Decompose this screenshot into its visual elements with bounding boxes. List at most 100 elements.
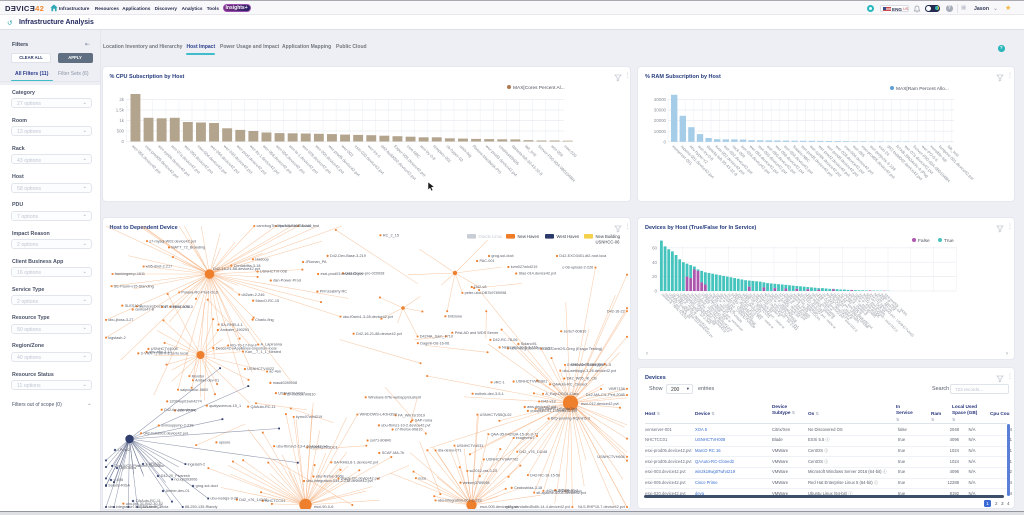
svg-text:kvm027wh4219: kvm027wh4219	[510, 265, 537, 269]
svg-text:s2004up01wh4274: s2004up01wh4274	[169, 400, 201, 404]
svg-text:qualysvemos-15_1: qualysvemos-15_1	[209, 404, 241, 408]
svg-text:c-08-upload-2-226: c-08-upload-2-226	[562, 266, 593, 270]
svg-text:2-VRA-71-80-0-8.zerto.local: 2-VRA-71-80-0-8.zerto.local	[140, 352, 187, 356]
svg-text:88-250-135-Riandy: 88-250-135-Riandy	[184, 505, 217, 509]
svg-text:sfl-apache-8008.device42.pvt: sfl-apache-8008.device42.pvt	[536, 491, 587, 495]
svg-text:ingelash-2: ingelash-2	[187, 462, 205, 466]
svg-text:i-Prod2: i-Prod2	[117, 448, 129, 452]
svg-text:D42-20_Pivaresh: D42-20_Pivaresh	[160, 474, 189, 478]
svg-text:USNHCTVWEB01: USNHCTVWEB01	[516, 380, 547, 384]
svg-text:d42-06-01-1: d42-06-01-1	[557, 488, 578, 492]
svg-text:QAAuto-RC2: QAAuto-RC2	[139, 505, 161, 509]
svg-text:ubu-filerR01@gildeTest: ubu-filerR01@gildeTest	[537, 407, 577, 411]
svg-text:ubu-jboss-3-27: ubu-jboss-3-27	[108, 318, 133, 322]
svg-text:1k: 1k	[119, 118, 124, 123]
svg-text:PAC-001: PAC-001	[479, 259, 494, 263]
svg-text:40: 40	[652, 260, 657, 265]
svg-text:SLES10-2: SLES10-2	[124, 304, 141, 308]
svg-text:Stas-014.device42.pvt: Stas-014.device42.pvt	[518, 272, 557, 276]
svg-text:esxi-90-0-6: esxi-90-0-6	[177, 409, 196, 413]
svg-text:opentlason-2-3-140: opentlason-2-3-140	[278, 224, 311, 228]
svg-text:D42-16-00-Bragge: D42-16-00-Bragge	[571, 362, 602, 366]
svg-text:esxi-029: esxi-029	[563, 144, 578, 159]
svg-text:d42win-2-246: d42win-2-246	[241, 293, 264, 297]
svg-text:Deace42-xAppliance-snpsman-loc: Deace42-xAppliance-snpsman-local	[215, 346, 276, 350]
svg-text:peter-ubu-DB7k9789098: peter-ubu-DB7k9789098	[464, 291, 506, 295]
svg-text:Amber-dev-01: Amber-dev-01	[165, 489, 189, 493]
svg-text:FA_Win7sr2019: FA_Win7sr2019	[398, 414, 425, 418]
svg-text:sol71-80840: sol71-80840	[370, 439, 391, 443]
svg-text:D42-CentOS-Greg (Exago Testing: D42-CentOS-Greg (Exago Testing)	[543, 347, 603, 351]
svg-text:D42-v13: D42-v13	[541, 400, 555, 404]
svg-text:10000: 10000	[654, 129, 667, 134]
svg-text:D42-EXO3401.dt2-root.loca: D42-EXO3401.dt2-root.loca	[559, 254, 607, 258]
svg-text:D42_v76_14148: D42_v76_14148	[519, 450, 547, 454]
svg-text:D42-Demo-pro-020928: D42-Demo-pro-020928	[345, 271, 384, 275]
svg-text:greg-sandalled5x8h-14-4.device: greg-sandalled5x8h-14-4.device42.pvt	[505, 505, 571, 509]
svg-text:cranpsim-91-1.device42.pvt: cranpsim-91-1.device42.pvt	[530, 409, 578, 413]
svg-text:QAA-35-F42/QA-15-30-3-77: QAA-35-F42/QA-15-30-3-77	[490, 432, 538, 436]
svg-text:SAP-roma: SAP-roma	[414, 419, 432, 423]
svg-text:40000: 40000	[654, 97, 667, 102]
svg-text:QAAuto-RC-11: QAAuto-RC-11	[135, 499, 160, 503]
svg-text:D42-16-21-88.device42.pvt: D42-16-21-88.device42.pvt	[356, 332, 403, 336]
svg-text:Oracle Linux: Oracle Linux	[478, 234, 502, 239]
svg-text:ubu-nodejs-3-28: ubu-nodejs-3-28	[210, 497, 238, 501]
svg-text:New Haven: New Haven	[517, 234, 539, 239]
svg-text:USNHCTV5DC1: USNHCTV5DC1	[309, 446, 337, 450]
svg-text:Ambaler_190291: Ambaler_190291	[220, 328, 249, 332]
svg-text:RC_2_15: RC_2_15	[382, 234, 398, 238]
svg-text:Poiana-RC-Prod-OLD: Poiana-RC-Prod-OLD	[181, 291, 218, 295]
svg-text:BIQ-pooring-RQmin5-3: BIQ-pooring-RQmin5-3	[551, 417, 590, 421]
svg-text:aws.device42.pvt: aws.device42.pvt	[527, 405, 557, 409]
svg-text:0: 0	[664, 139, 667, 144]
svg-text:ubu-integration-001-2-233: ubu-integration-001-2-233	[437, 499, 481, 503]
svg-text:USNHCTVSAP702: USNHCTVSAP702	[486, 458, 518, 462]
svg-text:esxi-90-0-6: esxi-90-0-6	[314, 504, 333, 509]
svg-text:oracle-f2c.device42.pvt: oracle-f2c.device42.pvt	[340, 477, 380, 481]
svg-text:centos47-8: centos47-8	[135, 308, 154, 312]
svg-text:d42vm-2-264: d42vm-2-264	[545, 489, 567, 493]
svg-text:logstash-2: logstash-2	[108, 336, 126, 340]
svg-text:ubu-jira-31-B42-30-52: ubu-jira-31-B42-30-52	[125, 502, 162, 506]
svg-text:False: False	[918, 238, 930, 244]
svg-text:Kan__7_1_1_Nested: Kan__7_1_1_Nested	[245, 350, 281, 354]
svg-text:vcsa: vcsa	[418, 476, 427, 480]
svg-text:s-VRA02: s-VRA02	[145, 462, 160, 466]
svg-text:D42-16-21-88.device42.pvt: D42-16-21-88.device42.pvt	[213, 266, 261, 271]
svg-text:zerto7-60B10: zerto7-60B10	[563, 330, 586, 334]
svg-text:frankingemp-1611: frankingemp-1611	[114, 272, 144, 276]
svg-text:d42-build002.device42.pvt: d42-build002.device42.pvt	[143, 432, 188, 436]
svg-text:RG-70-17-Far-F: RG-70-17-Far-F	[230, 344, 258, 348]
svg-text:-epx-docs: -epx-docs	[119, 466, 136, 470]
svg-text:D42-RC-78-06: D42-RC-78-06	[492, 338, 517, 342]
svg-text:ubu-firefox-3069: ubu-firefox-3069	[315, 475, 343, 479]
svg-text:PM Usabirty RC: PM Usabirty RC	[319, 290, 346, 294]
svg-text:maud0289008: maud0289008	[272, 381, 296, 385]
svg-text:s7-firebox-90810: s7-firebox-90810	[287, 392, 316, 396]
svg-text:USNHCTVH606: USNHCTVH606	[597, 455, 624, 459]
svg-text:dra-demo-071: dra-demo-071	[437, 449, 461, 453]
svg-text:USNHCTV4008: USNHCTV4008	[150, 347, 177, 351]
svg-text:Windows-97fe-webapp/cluster0: Windows-97fe-webapp/cluster0	[368, 396, 421, 400]
svg-text:QAAuto-RC-11: QAAuto-RC-11	[250, 405, 275, 409]
svg-text:D42_v76_14348: D42_v76_14348	[239, 498, 267, 502]
svg-text:USNHCTVI-008: USNHCTVI-008	[259, 270, 286, 274]
svg-text:ubu-integration-082/121/dme_19: ubu-integration-082/121/dme_19cta	[108, 505, 169, 509]
svg-text:ubu-fbms1-10-2.device42.pvt: ubu-fbms1-10-2.device42.pvt	[381, 424, 431, 428]
svg-text:svmsupjump-2-238: svmsupjump-2-238	[161, 424, 193, 428]
svg-text:Contabilita-3-18: Contabilita-3-18	[233, 264, 260, 268]
svg-text:grog-sol-doct: grog-sol-doct	[195, 484, 218, 488]
svg-text:vRC-1: vRC-1	[493, 381, 504, 385]
svg-text:Monitor: Monitor	[191, 374, 204, 378]
svg-text:ubu-f0seb1-3-28.device42.pvt: ubu-f0seb1-3-28.device42.pvt	[342, 315, 393, 319]
svg-text:A_Lapiranna: A_Lapiranna	[260, 343, 282, 347]
svg-text:ubu-integration-003-3-52: ubu-integration-003-3-52	[510, 347, 552, 351]
svg-text:ubu-fbmsv2-13-4.device42.pvt: ubu-fbmsv2-13-4.device42.pvt	[276, 444, 328, 448]
svg-text:y-005: y-005	[113, 478, 123, 482]
svg-text:JRoman_PA: JRoman_PA	[305, 260, 327, 264]
svg-text:MATT_72_Branding: MATT_72_Branding	[171, 246, 205, 250]
svg-text:ServicesDocTest: ServicesDocTest	[139, 305, 168, 309]
svg-text:Amber-dev-01: Amber-dev-01	[195, 379, 219, 383]
svg-text:USNHCC-06: USNHCC-06	[595, 240, 620, 245]
